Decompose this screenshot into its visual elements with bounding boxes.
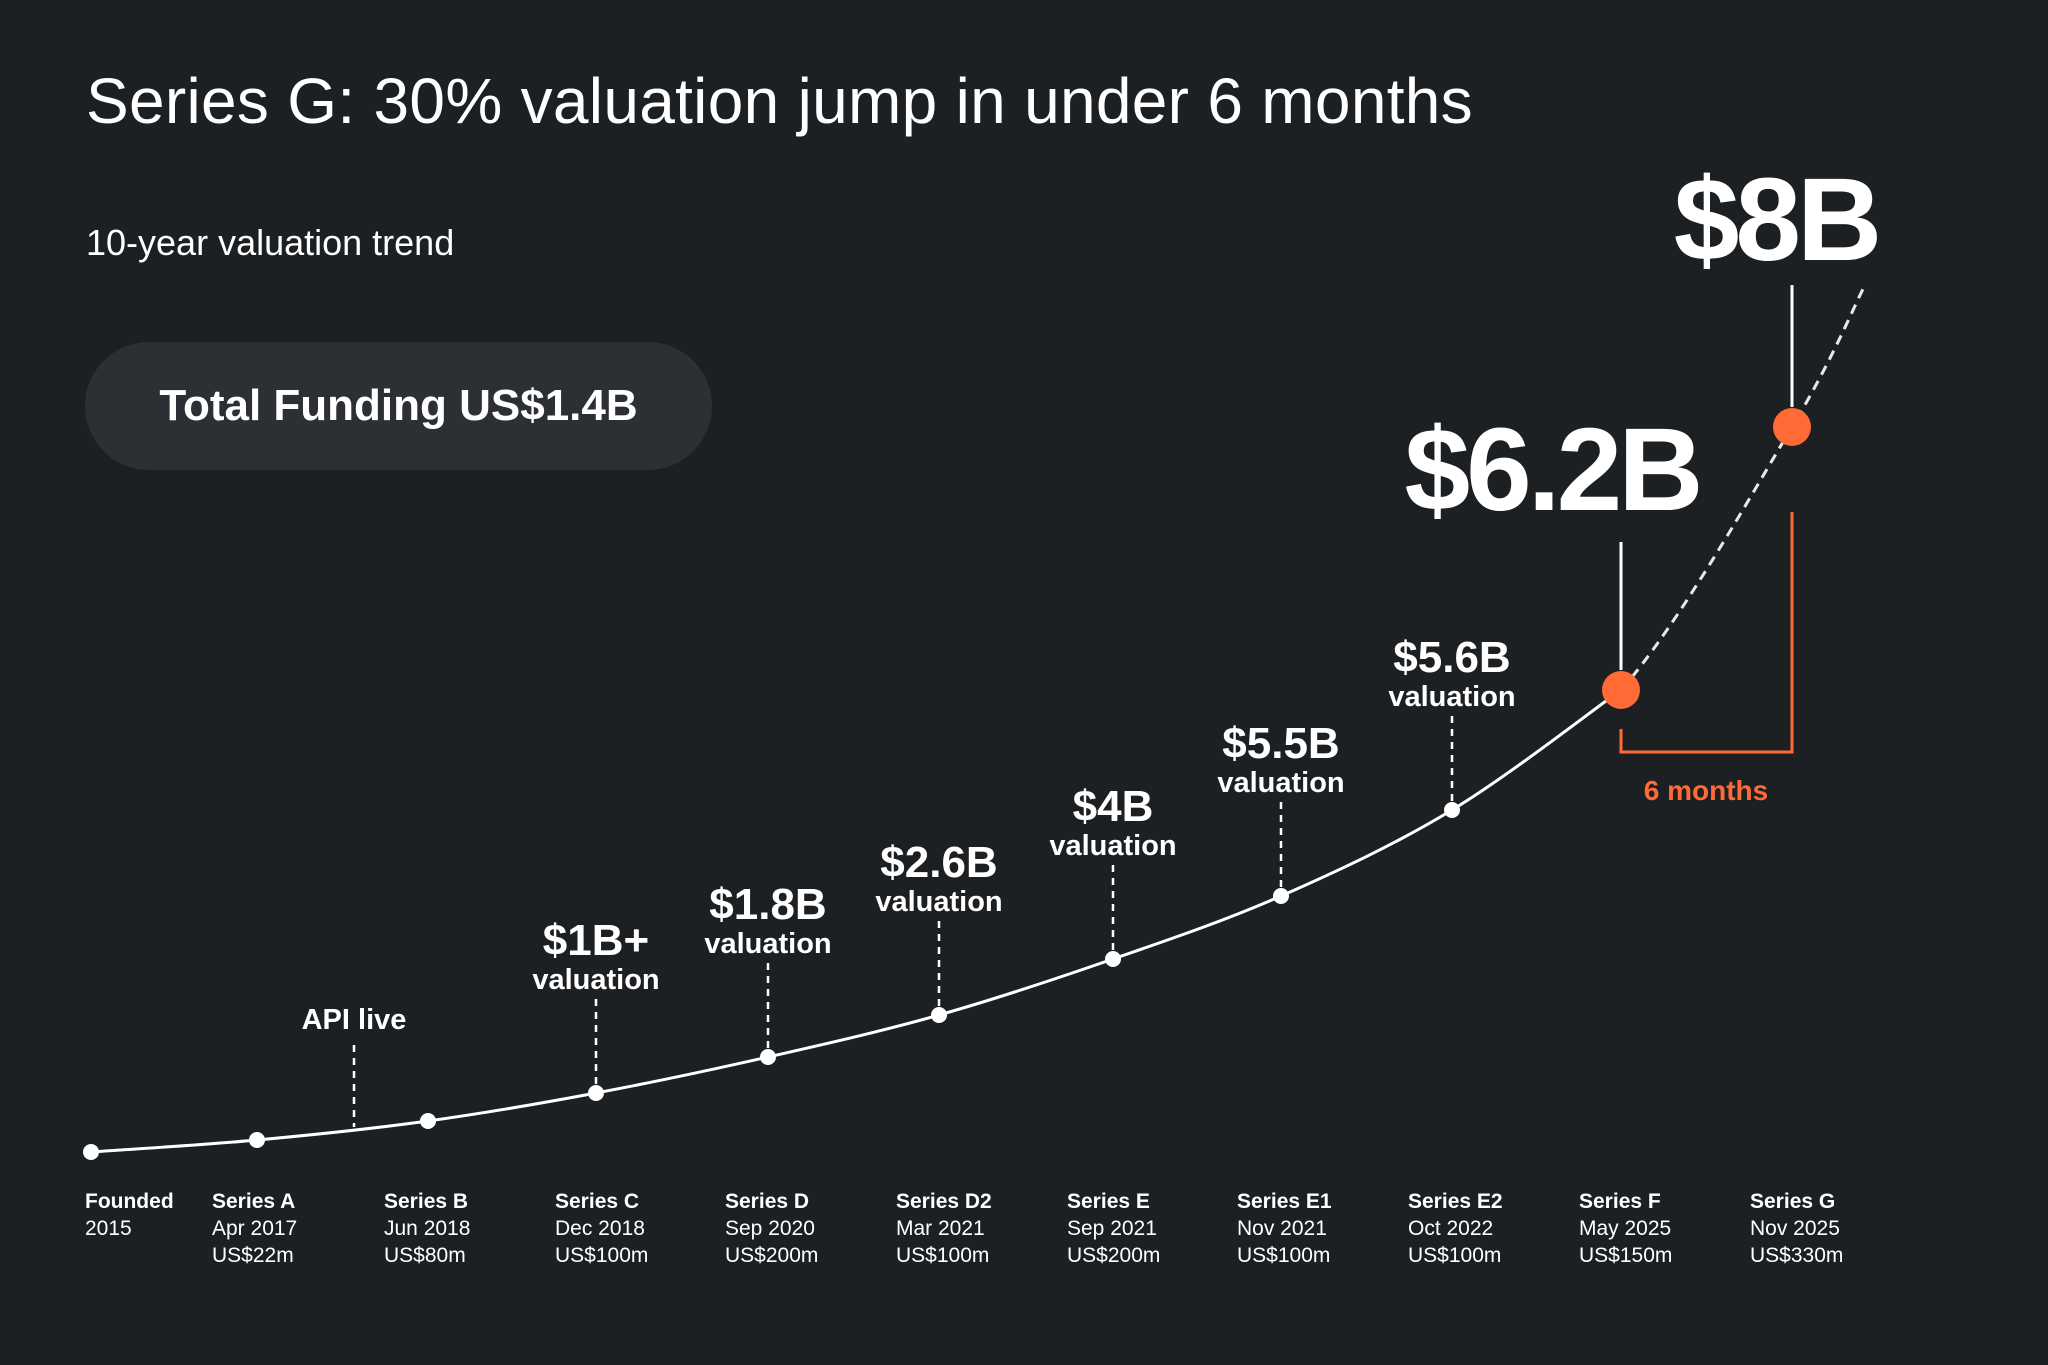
data-point <box>760 1049 776 1065</box>
valuation-value: $2.6B <box>880 838 997 887</box>
round-name: Series E <box>1067 1190 1150 1213</box>
six-months-bracket <box>1619 512 1794 754</box>
round-label: Series E Sep 2021 US$200m <box>1067 1188 1160 1269</box>
total-funding-badge: Total Funding US$1.4B <box>85 342 712 470</box>
round-amount: US$330m <box>1750 1244 1844 1267</box>
series-g-valuation: $8B <box>1674 154 1878 286</box>
round-amount: US$100m <box>1237 1244 1331 1267</box>
round-label: Series D Sep 2020 US$200m <box>725 1188 818 1269</box>
valuation-label: valuation <box>1049 830 1176 862</box>
valuation-value: $1B+ <box>543 916 649 965</box>
round-label: Founded 2015 <box>85 1188 174 1242</box>
data-point <box>83 1144 99 1160</box>
round-name: Series A <box>212 1190 296 1213</box>
data-point <box>931 1007 947 1023</box>
highlight-point <box>1773 408 1811 446</box>
total-funding-text: Total Funding US$1.4B <box>159 381 638 430</box>
data-point <box>1273 888 1289 904</box>
round-label: Series E1 Nov 2021 US$100m <box>1237 1188 1332 1269</box>
round-amount: US$200m <box>725 1244 819 1267</box>
valuation-label: valuation <box>532 964 659 996</box>
round-label: Series G Nov 2025 US$330m <box>1750 1188 1843 1269</box>
round-date: Sep 2021 <box>1067 1217 1157 1240</box>
valuation-label: valuation <box>1388 681 1515 713</box>
valuation-label: valuation <box>704 928 831 960</box>
round-name: Series C <box>555 1190 640 1213</box>
data-point <box>588 1085 604 1101</box>
valuation-label: valuation <box>875 886 1002 918</box>
series-f-valuation: $6.2B <box>1405 404 1700 536</box>
valuation-label: valuation <box>1217 767 1344 799</box>
round-date: Nov 2021 <box>1237 1217 1327 1240</box>
round-date: Jun 2018 <box>384 1217 471 1240</box>
round-date: 2015 <box>85 1217 132 1240</box>
round-amount: US$80m <box>384 1244 466 1267</box>
valuation-value: $1.8B <box>709 880 826 929</box>
round-name: Series E2 <box>1408 1190 1503 1213</box>
round-name: Series D <box>725 1190 810 1213</box>
round-date: Sep 2020 <box>725 1217 815 1240</box>
round-name: Series G <box>1750 1190 1836 1213</box>
round-amount: US$100m <box>896 1244 990 1267</box>
round-name: Founded <box>85 1190 174 1213</box>
round-date: May 2025 <box>1579 1217 1672 1240</box>
valuation-value: $5.6B <box>1393 633 1510 682</box>
round-date: Apr 2017 <box>212 1217 298 1240</box>
round-name: Series E1 <box>1237 1190 1332 1213</box>
round-name: Series B <box>384 1190 469 1213</box>
round-label: Series C Dec 2018 US$100m <box>555 1188 648 1269</box>
data-point <box>249 1132 265 1148</box>
round-date: Dec 2018 <box>555 1217 645 1240</box>
six-months-label: 6 months <box>1644 775 1768 806</box>
round-amount: US$150m <box>1579 1244 1673 1267</box>
valuation-value: $4B <box>1073 782 1154 831</box>
data-point <box>1105 951 1121 967</box>
round-amount: US$100m <box>555 1244 649 1267</box>
round-label: Series A Apr 2017 US$22m <box>212 1188 297 1269</box>
round-name: Series F <box>1579 1190 1661 1213</box>
api-live-label: API live <box>302 1004 407 1036</box>
data-point <box>420 1113 436 1129</box>
round-name: Series D2 <box>896 1190 992 1213</box>
round-amount: US$200m <box>1067 1244 1161 1267</box>
round-date: Oct 2022 <box>1408 1217 1494 1240</box>
highlight-point <box>1602 671 1640 709</box>
round-label: Series E2 Oct 2022 US$100m <box>1408 1188 1503 1269</box>
valuation-curve-solid <box>90 688 1622 1154</box>
page-title: Series G: 30% valuation jump in under 6 … <box>86 65 1473 137</box>
round-label: Series F May 2025 US$150m <box>1579 1188 1672 1269</box>
data-point <box>1444 802 1460 818</box>
round-amount: US$100m <box>1408 1244 1502 1267</box>
valuation-curve-projected <box>1619 284 1867 691</box>
round-label: Series B Jun 2018 US$80m <box>384 1188 470 1269</box>
valuation-value: $5.5B <box>1222 719 1339 768</box>
round-label: Series D2 Mar 2021 US$100m <box>896 1188 992 1269</box>
round-amount: US$22m <box>212 1244 294 1267</box>
subtitle: 10-year valuation trend <box>86 222 455 263</box>
round-date: Nov 2025 <box>1750 1217 1840 1240</box>
round-date: Mar 2021 <box>896 1217 985 1240</box>
